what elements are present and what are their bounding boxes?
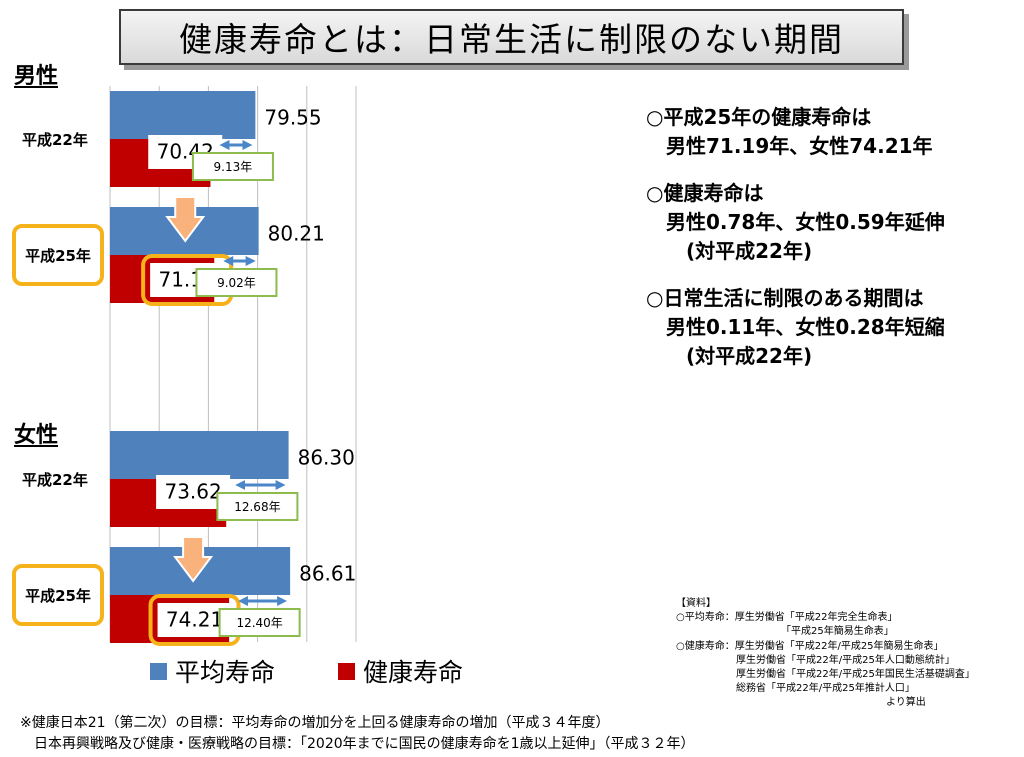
value-label-healthy: 74.21 — [166, 608, 223, 632]
data-source: 【資料】 ○平均寿命：厚生労働省「平成22年完全生命表」 「平成25年簡易生命表… — [676, 598, 975, 709]
note-line: 男性0.78年、女性0.59年延伸 — [646, 210, 945, 234]
gender-label: 男性 — [14, 64, 59, 89]
note-block-3: ○日常生活に制限のある期間は 男性0.11年、女性0.28年短縮 (対平成22年… — [646, 284, 1021, 371]
year-label: 平成22年 — [22, 131, 88, 149]
value-label-average: 86.61 — [299, 562, 356, 586]
legend-swatch-healthy — [338, 662, 355, 680]
footer-line: ※健康日本21（第二次）の目標：平均寿命の増加分を上回る健康寿命の増加（平成３４… — [20, 715, 610, 731]
note-line: (対平成22年) — [646, 344, 813, 368]
gap-label: 9.13年 — [214, 160, 253, 174]
legend-average: 平均寿命 — [150, 653, 275, 689]
legend-healthy: 健康寿命 — [338, 653, 463, 689]
page-title: 健康寿命とは：日常生活に制限のない期間 — [119, 9, 904, 65]
note-line: (対平成22年) — [646, 239, 813, 263]
note-line: ○日常生活に制限のある期間は — [646, 286, 924, 310]
legend-swatch-average — [150, 662, 167, 680]
value-label-average: 86.30 — [298, 446, 355, 470]
bar-average — [110, 431, 289, 479]
footer-line: 日本再興戦略及び健康・医療戦略の目標：「2020年までに国民の健康寿命を1歳以上… — [20, 736, 695, 752]
note-line: ○平成25年の健康寿命は — [646, 105, 872, 129]
note-line: 男性0.11年、女性0.28年短縮 — [646, 315, 945, 339]
value-label-average: 79.55 — [264, 106, 321, 130]
summary-notes: ○平成25年の健康寿命は 男性71.19年、女性74.21年 ○健康寿命は 男性… — [646, 103, 1021, 389]
value-label-average: 80.21 — [268, 222, 325, 246]
legend-label-healthy: 健康寿命 — [363, 658, 464, 687]
value-label-healthy: 73.62 — [164, 480, 221, 504]
gap-box — [218, 608, 301, 637]
gap-box — [191, 152, 274, 181]
year-label-highlighted: 平成25年 — [12, 224, 104, 286]
year-label-highlighted: 平成25年 — [12, 564, 104, 626]
down-arrow — [173, 536, 214, 583]
gender-label: 女性 — [14, 423, 59, 448]
footer-notes: ※健康日本21（第二次）の目標：平均寿命の増加分を上回る健康寿命の増加（平成３４… — [20, 713, 695, 755]
year-label: 平成22年 — [22, 471, 88, 489]
note-block-2: ○健康寿命は 男性0.78年、女性0.59年延伸 (対平成22年) — [646, 179, 1021, 266]
note-line: 男性71.19年、女性74.21年 — [646, 134, 933, 158]
gap-box — [216, 492, 299, 521]
note-block-1: ○平成25年の健康寿命は 男性71.19年、女性74.21年 — [646, 103, 1021, 161]
gap-label: 12.40年 — [236, 616, 282, 630]
gap-label: 12.68年 — [234, 500, 280, 514]
note-line: ○健康寿命は — [646, 181, 764, 205]
legend-label-average: 平均寿命 — [175, 658, 276, 687]
bar-average — [110, 91, 256, 139]
down-arrow — [165, 196, 206, 243]
gap-box — [195, 268, 278, 297]
gap-label: 9.02年 — [217, 276, 256, 290]
